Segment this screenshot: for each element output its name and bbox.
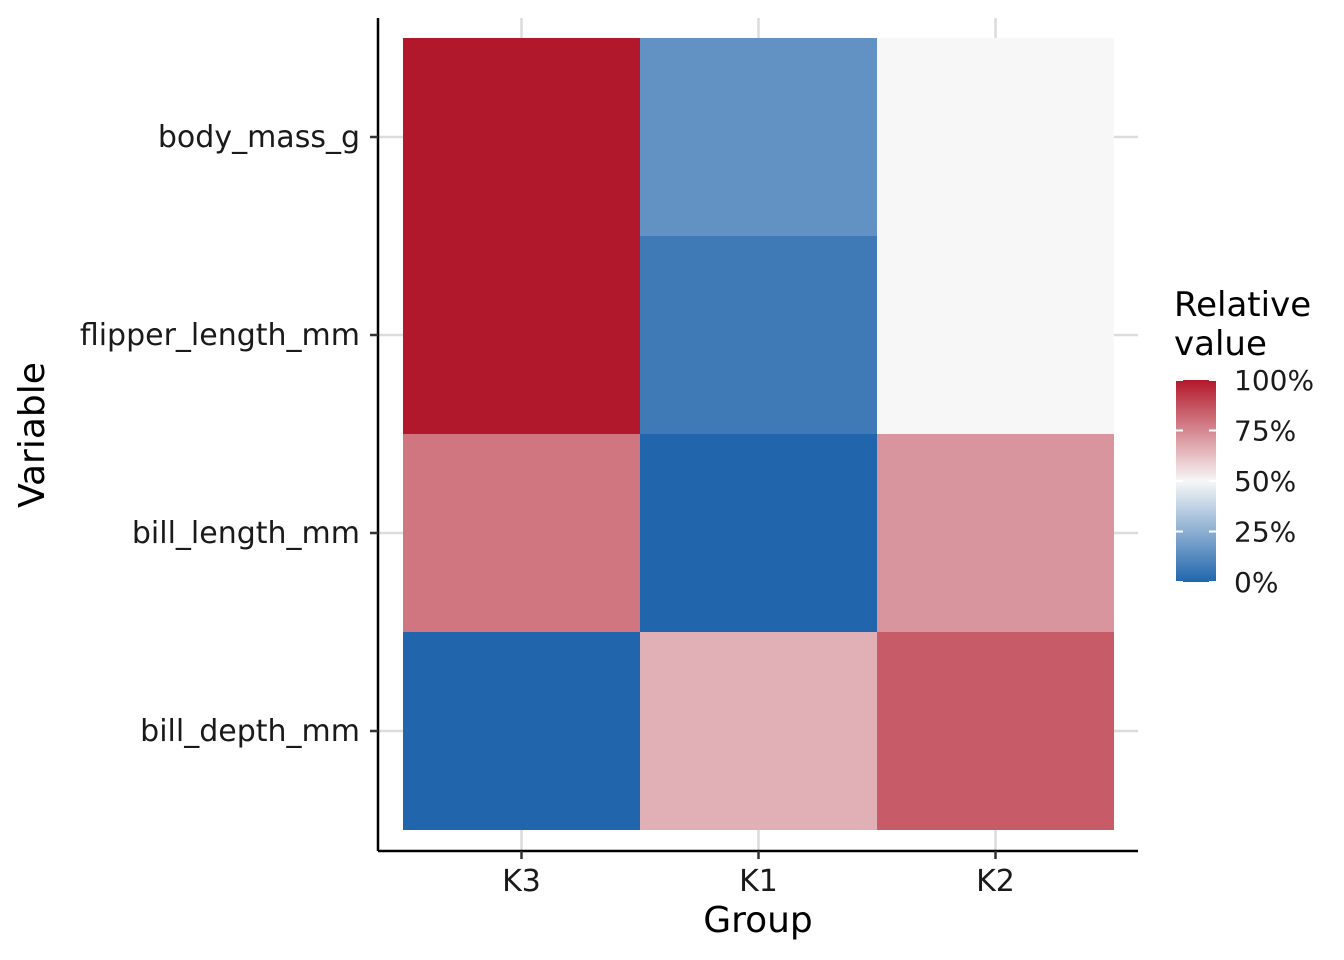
- heatmap-cell: [403, 434, 640, 632]
- x-tick-label: K2: [976, 864, 1015, 899]
- heatmap-cell: [403, 632, 640, 830]
- y-axis-ticks: body_mass_g flipper_length_mm bill_length_…: [80, 120, 378, 749]
- heatmap-cell: [877, 236, 1114, 434]
- y-tick-label: bill_depth_mm: [140, 714, 360, 749]
- legend-label: 0%: [1234, 566, 1278, 599]
- y-tick-label: body_mass_g: [158, 120, 360, 155]
- heatmap-cell: [877, 632, 1114, 830]
- heatmap-cells: [403, 38, 1114, 830]
- legend-label: 50%: [1234, 465, 1296, 498]
- legend-label: 75%: [1234, 415, 1296, 448]
- heatmap-cell: [877, 434, 1114, 632]
- heatmap-cell: [640, 236, 877, 434]
- heatmap-cell: [640, 632, 877, 830]
- y-tick-label: bill_length_mm: [132, 516, 360, 551]
- legend-ticks: 100% 75% 50% 25% 0%: [1176, 364, 1314, 599]
- y-axis-title: Variable: [12, 362, 53, 508]
- color-legend: Relative value 100% 75% 50% 25% 0%: [1174, 285, 1314, 599]
- x-tick-label: K3: [502, 864, 541, 899]
- heatmap-cell: [640, 38, 877, 236]
- legend-title-line-2: value: [1174, 324, 1267, 364]
- x-axis-title: Group: [703, 900, 813, 941]
- legend-label: 100%: [1234, 364, 1314, 397]
- heatmap-cell: [403, 38, 640, 236]
- x-tick-label: K1: [739, 864, 778, 899]
- x-axis-ticks: K3 K1 K2: [502, 851, 1015, 899]
- heatmap-cell: [403, 236, 640, 434]
- heatmap-cell: [640, 434, 877, 632]
- legend-title-line-1: Relative: [1174, 285, 1311, 325]
- y-tick-label: flipper_length_mm: [80, 318, 360, 353]
- legend-label: 25%: [1234, 516, 1296, 549]
- heatmap-cell: [877, 38, 1114, 236]
